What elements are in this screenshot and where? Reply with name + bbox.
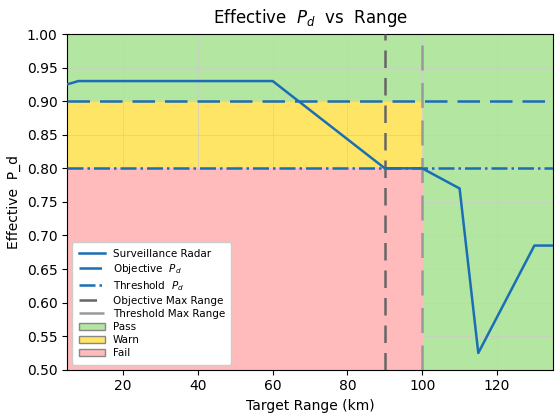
Y-axis label: Effective  P_d: Effective P_d: [7, 155, 21, 249]
Legend: Surveillance Radar, Objective  $P_d$, Threshold  $P_d$, Objective Max Range, Thr: Surveillance Radar, Objective $P_d$, Thr…: [72, 242, 231, 365]
X-axis label: Target Range (km): Target Range (km): [246, 399, 375, 413]
Title: Effective  $P_d$  vs  Range: Effective $P_d$ vs Range: [213, 7, 408, 29]
